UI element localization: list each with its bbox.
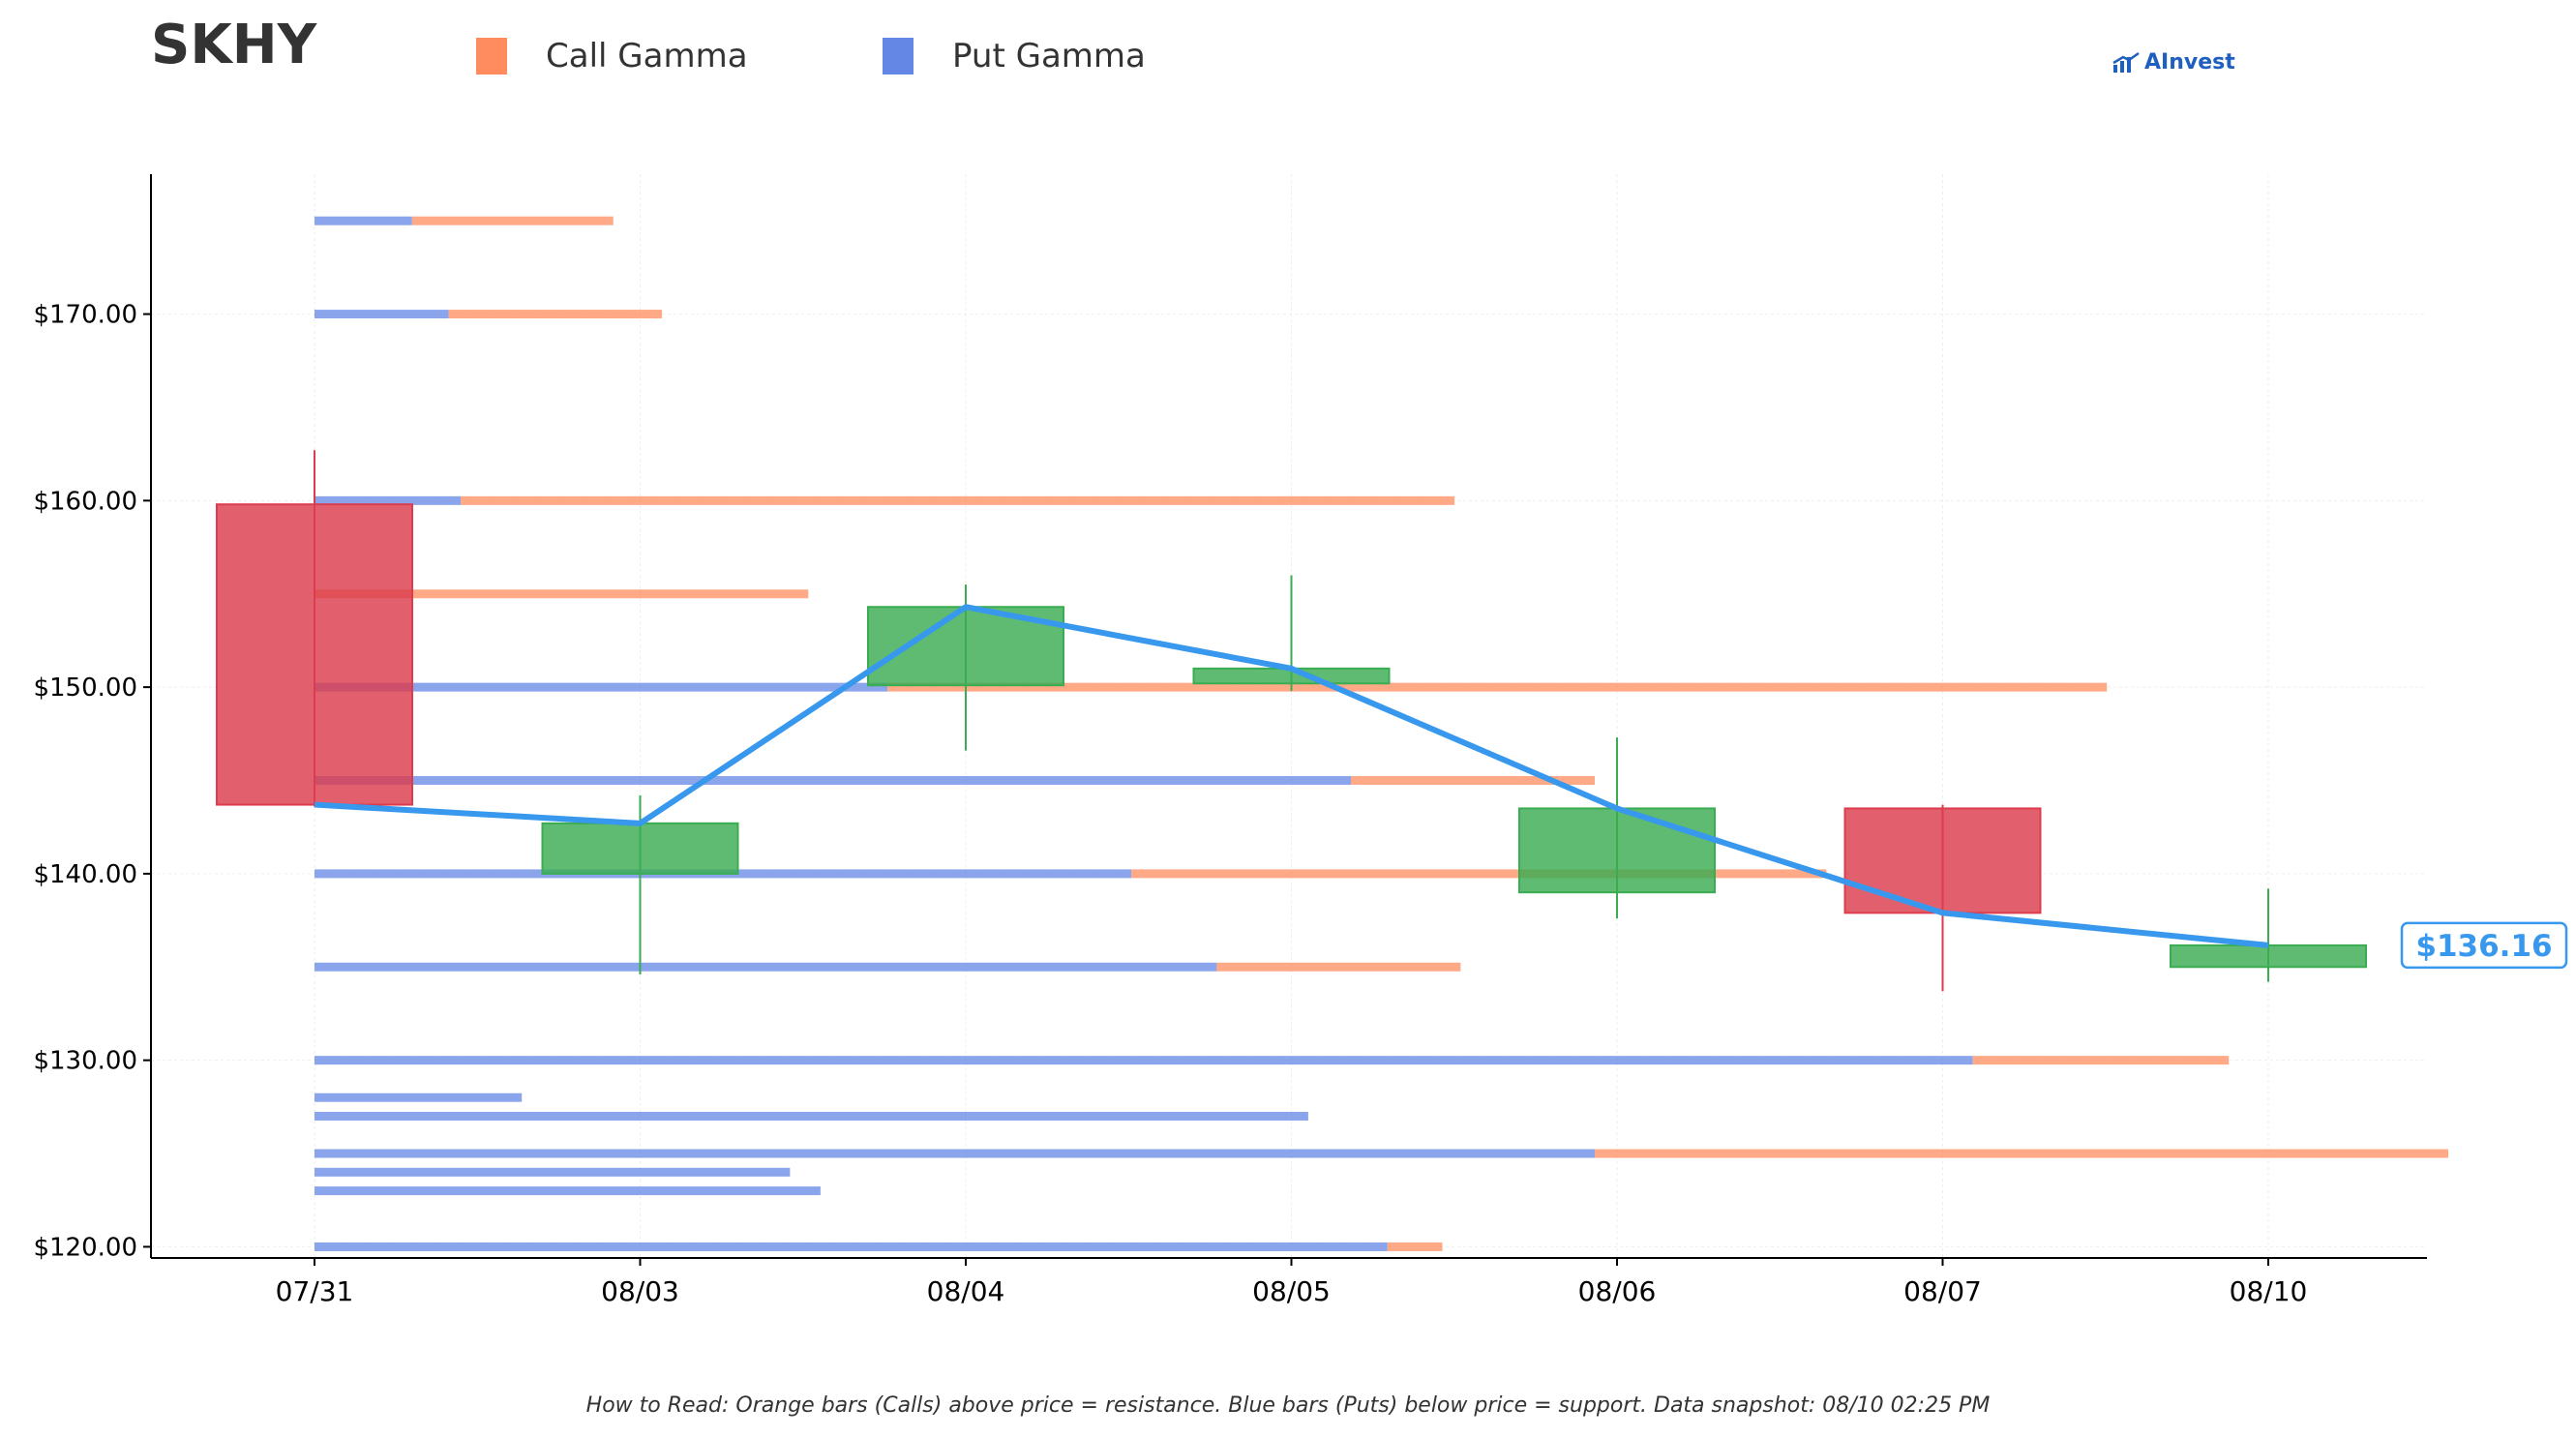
call-gamma-bar xyxy=(1972,1056,2230,1065)
put-gamma-bar xyxy=(315,962,1217,972)
call-gamma-bar xyxy=(448,310,663,319)
candle xyxy=(1192,575,1391,691)
candle xyxy=(1518,737,1716,919)
ticker-title: SKHY xyxy=(151,14,317,76)
call-gamma-bar xyxy=(315,589,809,599)
put-gamma-bar xyxy=(315,495,462,505)
call-gamma-bar xyxy=(411,216,614,225)
y-tick-label: $150.00 xyxy=(33,674,137,703)
candle-body xyxy=(1843,807,2042,914)
close-price-line xyxy=(314,604,2269,948)
candle xyxy=(2170,888,2367,982)
candle-body xyxy=(1518,807,1716,894)
x-tick-label: 08/07 xyxy=(1903,1275,1982,1307)
call-gamma-bar xyxy=(887,682,2108,692)
x-tick-label: 08/10 xyxy=(2230,1275,2308,1307)
call-gamma-swatch xyxy=(476,38,507,75)
x-tick-label: 08/06 xyxy=(1578,1275,1657,1307)
call-gamma-bar xyxy=(461,495,1455,505)
put-gamma-bar xyxy=(315,1149,1595,1158)
y-tick-label: $170.00 xyxy=(33,301,137,330)
chart-arrow-icon xyxy=(2112,51,2140,73)
y-tick-label: $130.00 xyxy=(33,1047,137,1076)
footer-note: How to Read: Orange bars (Calls) above p… xyxy=(585,1393,1991,1418)
candle-body xyxy=(2170,943,2367,969)
legend-label-put-gamma: Put Gamma xyxy=(952,37,1146,75)
x-tick-label: 08/03 xyxy=(601,1275,679,1307)
put-gamma-bar xyxy=(315,216,412,225)
put-gamma-bar xyxy=(315,1093,523,1102)
call-gamma-bar xyxy=(1131,869,1827,879)
put-gamma-bar xyxy=(315,310,449,319)
x-tick-label: 08/05 xyxy=(1252,1275,1331,1307)
put-gamma-bar xyxy=(315,682,888,692)
put-gamma-bar xyxy=(315,1056,1973,1065)
put-gamma-bar xyxy=(315,1186,821,1196)
legend-item-call-gamma: Call Gamma xyxy=(476,37,748,75)
candle xyxy=(216,450,413,807)
call-gamma-bar xyxy=(1216,962,1461,972)
legend-item-put-gamma: Put Gamma xyxy=(883,37,1146,75)
candle xyxy=(1843,804,2042,992)
call-gamma-bar xyxy=(1351,776,1595,786)
chart-header: SKHY Call Gamma Put Gamma AInvest xyxy=(0,0,2576,116)
current-price-box xyxy=(2400,921,2568,970)
x-tick-label: 07/31 xyxy=(276,1275,354,1307)
put-gamma-bar xyxy=(315,1167,791,1177)
put-gamma-bar xyxy=(315,776,1351,786)
candle-body xyxy=(216,503,413,806)
candle-body xyxy=(541,822,739,875)
x-tick-label: 08/04 xyxy=(927,1275,1005,1307)
candle xyxy=(541,794,739,974)
current-price-badge: $136.16 xyxy=(2400,921,2568,970)
y-tick-label: $160.00 xyxy=(33,487,137,516)
call-gamma-bar xyxy=(1595,1149,2448,1158)
call-gamma-bar xyxy=(1387,1242,1443,1251)
y-tick-label: $120.00 xyxy=(33,1233,137,1262)
legend-label-call-gamma: Call Gamma xyxy=(546,37,748,75)
put-gamma-bar xyxy=(315,1111,1308,1121)
put-gamma-swatch xyxy=(883,38,914,75)
brand-name: AInvest xyxy=(2144,50,2235,75)
y-tick-label: $140.00 xyxy=(33,860,137,889)
candles xyxy=(216,450,2367,992)
current-price-label: $136.16 xyxy=(2415,929,2552,964)
put-gamma-bar xyxy=(315,1242,1388,1251)
brand-logo: AInvest xyxy=(2112,50,2235,75)
gamma-bars xyxy=(315,216,2448,1251)
